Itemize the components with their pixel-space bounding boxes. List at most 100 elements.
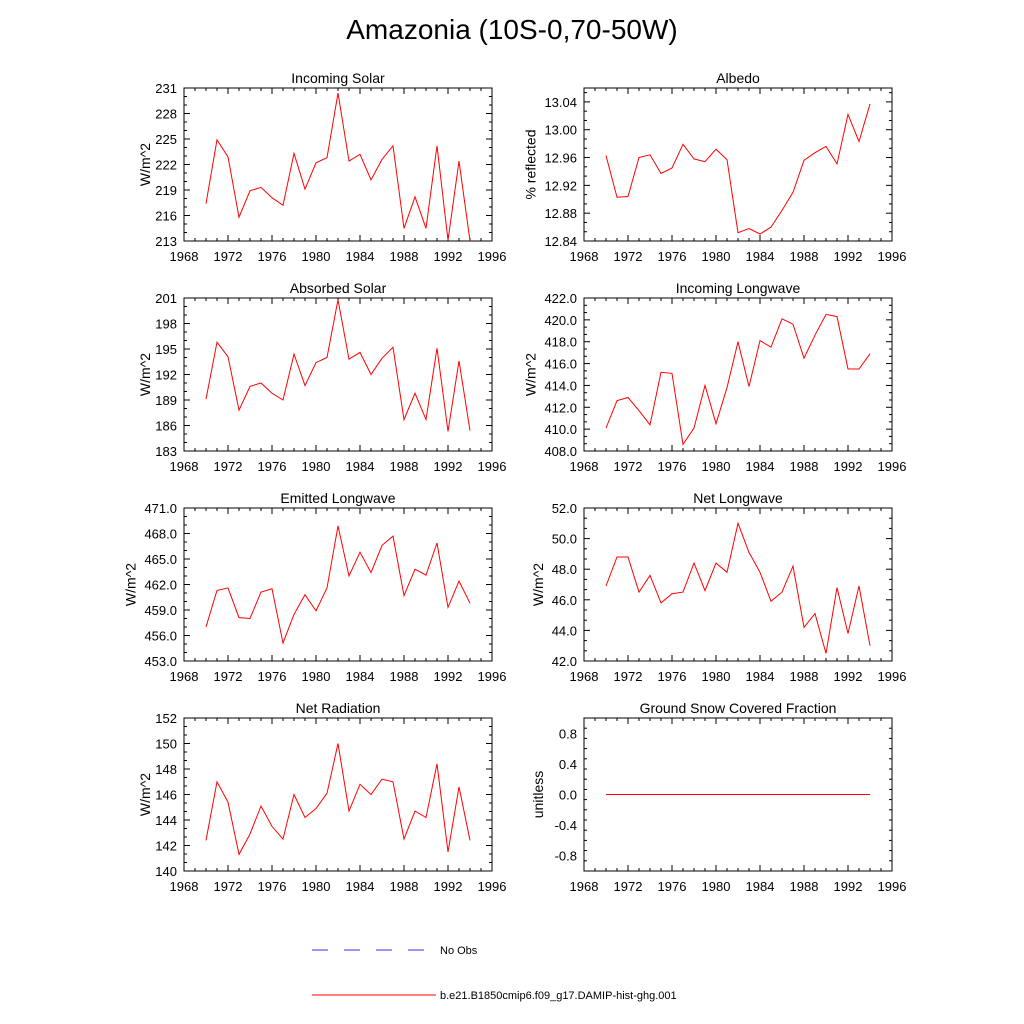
absorbed-solar-xtick-label: 1972 xyxy=(214,459,243,474)
albedo-ytick-label: 12.96 xyxy=(544,151,577,166)
incoming-longwave-title: Incoming Longwave xyxy=(676,280,801,296)
legend: No Obs b.e21.B1850cmip6.f09_g17.DAMIP-hi… xyxy=(312,945,677,1002)
albedo-xtick-label: 1976 xyxy=(658,249,687,264)
emitted-longwave-ytick-label: 453.0 xyxy=(144,654,177,669)
albedo-ytick-label: 12.88 xyxy=(544,206,577,221)
absorbed-solar-ytick-label: 195 xyxy=(155,342,177,357)
albedo-xtick-label: 1992 xyxy=(834,249,863,264)
ground-snow-covered-fraction-ytick-label: -0.4 xyxy=(555,818,577,833)
absorbed-solar-ytick-label: 198 xyxy=(155,317,177,332)
net-longwave-xtick-label: 1980 xyxy=(702,669,731,684)
emitted-longwave-xtick-label: 1988 xyxy=(390,669,419,684)
absorbed-solar-ylabel: W/m^2 xyxy=(137,353,153,396)
absorbed-solar-ytick-label: 201 xyxy=(155,291,177,306)
incoming-longwave-xtick-label: 1988 xyxy=(790,459,819,474)
incoming-solar-ylabel: W/m^2 xyxy=(137,143,153,186)
emitted-longwave-xtick-label: 1984 xyxy=(346,669,375,684)
incoming-longwave-ytick-label: 418.0 xyxy=(544,335,577,350)
incoming-longwave-ytick-label: 416.0 xyxy=(544,357,577,372)
net-longwave-ylabel: W/m^2 xyxy=(530,563,546,606)
emitted-longwave-ylabel: W/m^2 xyxy=(123,563,139,606)
net-longwave-xtick-label: 1992 xyxy=(834,669,863,684)
absorbed-solar-plot-frame xyxy=(183,297,493,452)
net-longwave-plot-frame xyxy=(583,507,893,662)
albedo-ytick-label: 13.04 xyxy=(544,95,577,110)
albedo-ytick-label: 12.84 xyxy=(544,234,577,249)
emitted-longwave-xtick-label: 1968 xyxy=(170,669,199,684)
net-longwave-xtick-label: 1984 xyxy=(746,669,775,684)
albedo-ytick-label: 13.00 xyxy=(544,123,577,138)
ground-snow-covered-fraction-xtick-label: 1984 xyxy=(746,879,775,894)
incoming-solar-xtick-label: 1988 xyxy=(390,249,419,264)
net-longwave-ytick-label: 44.0 xyxy=(552,623,577,638)
emitted-longwave-ytick-label: 456.0 xyxy=(144,629,177,644)
absorbed-solar-ytick-label: 186 xyxy=(155,419,177,434)
legend-obs-label: No Obs xyxy=(440,945,478,957)
net-longwave-title: Net Longwave xyxy=(693,490,783,506)
albedo-ylabel: % reflected xyxy=(523,129,539,199)
ground-snow-covered-fraction-ytick-label: 0.4 xyxy=(559,757,577,772)
net-radiation-xtick-label: 1988 xyxy=(390,879,419,894)
net-radiation-ytick-label: 148 xyxy=(155,762,177,777)
incoming-longwave-ytick-label: 422.0 xyxy=(544,291,577,306)
albedo-xtick-label: 1968 xyxy=(570,249,599,264)
absorbed-solar-xtick-label: 1984 xyxy=(346,459,375,474)
chart-absorbed-solar: Absorbed Solar 1968 1972 1976 1980 1984 1988 19… xyxy=(137,280,506,474)
net-longwave-ytick-label: 52.0 xyxy=(552,501,577,516)
emitted-longwave-xtick-label: 1996 xyxy=(478,669,507,684)
absorbed-solar-xtick-label: 1988 xyxy=(390,459,419,474)
absorbed-solar-xtick-label: 1968 xyxy=(170,459,199,474)
incoming-longwave-xtick-label: 1972 xyxy=(614,459,643,474)
ground-snow-covered-fraction-ytick-label: 0.8 xyxy=(559,726,577,741)
net-longwave-xtick-label: 1968 xyxy=(570,669,599,684)
albedo-plot-frame xyxy=(583,87,893,242)
albedo-xtick-label: 1996 xyxy=(878,249,907,264)
net-radiation-ytick-label: 144 xyxy=(155,813,177,828)
net-radiation-ytick-label: 152 xyxy=(155,711,177,726)
chart-net-longwave: Net Longwave 1968 1972 1976 1980 1984 1988 1992… xyxy=(530,490,907,684)
incoming-longwave-ytick-label: 412.0 xyxy=(544,400,577,415)
net-radiation-xtick-label: 1992 xyxy=(434,879,463,894)
absorbed-solar-xtick-label: 1996 xyxy=(478,459,507,474)
incoming-solar-xtick-label: 1980 xyxy=(302,249,331,264)
absorbed-solar-ytick-label: 189 xyxy=(155,393,177,408)
net-radiation-ytick-label: 142 xyxy=(155,839,177,854)
net-radiation-plot-frame xyxy=(183,717,493,872)
absorbed-solar-series-line xyxy=(205,299,471,432)
absorbed-solar-ytick-label: 183 xyxy=(155,444,177,459)
absorbed-solar-xtick-label: 1992 xyxy=(434,459,463,474)
net-radiation-xtick-label: 1976 xyxy=(258,879,287,894)
chart-incoming-longwave: Incoming Longwave 1968 1972 1976 1980 1984 198… xyxy=(523,280,907,474)
incoming-longwave-xtick-label: 1992 xyxy=(834,459,863,474)
net-longwave-ytick-label: 42.0 xyxy=(552,654,577,669)
net-longwave-xtick-label: 1976 xyxy=(658,669,687,684)
emitted-longwave-ytick-label: 459.0 xyxy=(144,603,177,618)
ground-snow-covered-fraction-xtick-label: 1968 xyxy=(570,879,599,894)
absorbed-solar-title: Absorbed Solar xyxy=(290,280,387,296)
net-radiation-ytick-label: 146 xyxy=(155,788,177,803)
incoming-solar-ytick-label: 228 xyxy=(155,107,177,122)
net-longwave-ytick-label: 50.0 xyxy=(552,532,577,547)
net-radiation-xtick-label: 1984 xyxy=(346,879,375,894)
incoming-solar-ytick-label: 222 xyxy=(155,158,177,173)
ground-snow-covered-fraction-ylabel: unitless xyxy=(530,771,546,818)
incoming-solar-series-line xyxy=(205,93,471,241)
incoming-solar-xtick-label: 1972 xyxy=(214,249,243,264)
incoming-longwave-xtick-label: 1996 xyxy=(878,459,907,474)
albedo-xtick-label: 1980 xyxy=(702,249,731,264)
incoming-solar-ytick-label: 231 xyxy=(155,81,177,96)
ground-snow-covered-fraction-xtick-label: 1996 xyxy=(878,879,907,894)
incoming-solar-xtick-label: 1968 xyxy=(170,249,199,264)
net-longwave-series-line xyxy=(605,521,871,654)
net-radiation-xtick-label: 1980 xyxy=(302,879,331,894)
albedo-title: Albedo xyxy=(716,70,760,86)
albedo-ytick-label: 12.92 xyxy=(544,178,577,193)
incoming-solar-ytick-label: 213 xyxy=(155,234,177,249)
incoming-solar-ytick-label: 225 xyxy=(155,132,177,147)
albedo-xtick-label: 1972 xyxy=(614,249,643,264)
emitted-longwave-plot-frame xyxy=(183,507,493,662)
chart-albedo: Albedo 1968 1972 1976 1980 1984 1988 1992 1996 12… xyxy=(523,70,907,264)
incoming-longwave-series-line xyxy=(605,313,871,446)
ground-snow-covered-fraction-xtick-label: 1980 xyxy=(702,879,731,894)
